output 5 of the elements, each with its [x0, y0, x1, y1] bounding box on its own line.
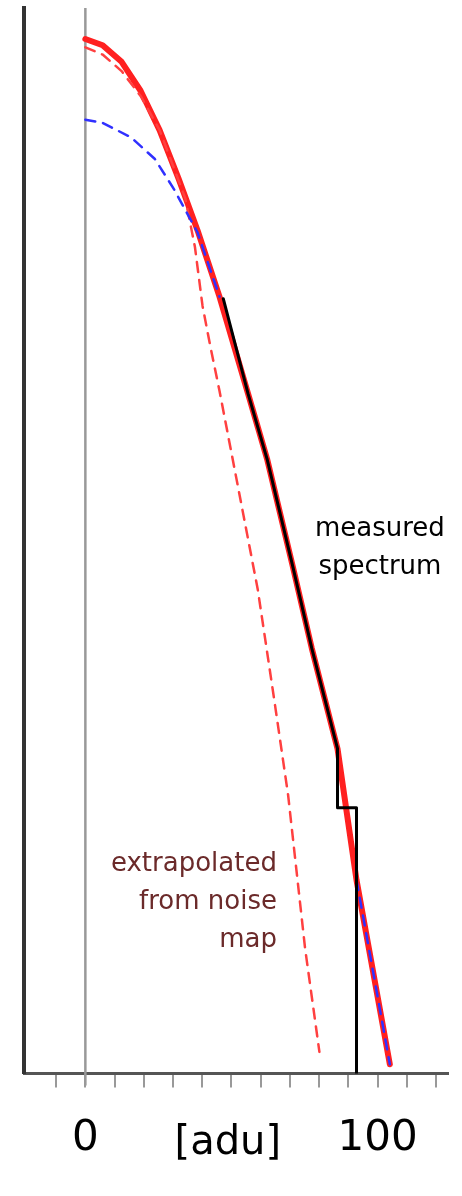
- x-axis-title: [adu]: [174, 1117, 282, 1164]
- annotation: measured spectrum: [314, 512, 445, 581]
- annotation: extrapolated from noise map: [110, 846, 277, 953]
- x-tick-label: 0: [71, 1110, 99, 1160]
- x-tick-label: 100: [337, 1110, 418, 1160]
